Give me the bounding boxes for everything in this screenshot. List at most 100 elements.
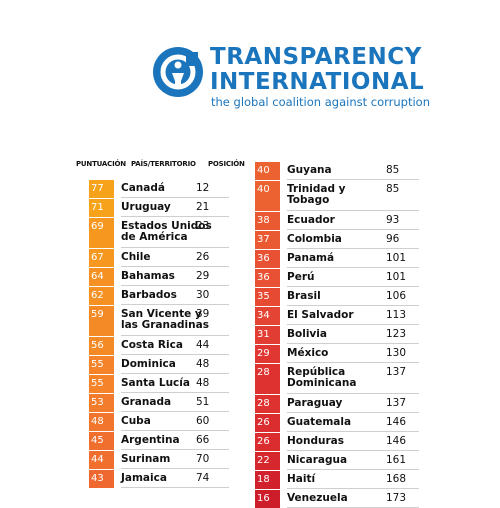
- table-row: 44 Surinam 70: [89, 451, 231, 469]
- row-divider: [121, 216, 229, 217]
- table-row: 43 Jamaica 74: [89, 470, 231, 488]
- rank-cell: 173: [386, 492, 407, 504]
- row-divider: [287, 362, 419, 363]
- rank-cell: 113: [386, 309, 407, 321]
- table-row: 31 Bolivia 123: [255, 326, 419, 344]
- country-cell: Guatemala: [287, 416, 352, 428]
- country-cell: Nicaragua: [287, 454, 348, 466]
- score-cell: 26: [255, 433, 280, 451]
- score-cell: 56: [89, 337, 114, 355]
- rank-cell: 101: [386, 271, 407, 283]
- score-cell: 26: [255, 414, 280, 432]
- rank-cell: 30: [196, 289, 210, 301]
- table-row: 16 Venezuela 173: [255, 490, 419, 508]
- rank-cell: 23: [196, 220, 210, 232]
- country-cell: Perú: [287, 271, 315, 283]
- country-cell: San Vicente y las Granadinas: [121, 308, 209, 331]
- row-divider: [121, 373, 229, 374]
- score-cell: 18: [255, 471, 280, 489]
- country-cell: República Dominicana: [287, 366, 357, 389]
- rank-cell: 101: [386, 252, 407, 264]
- country-cell: Paraguay: [287, 397, 343, 409]
- country-cell: Dominica: [121, 358, 176, 370]
- rank-cell: 168: [386, 473, 407, 485]
- score-cell: 45: [89, 432, 114, 450]
- rank-cell: 48: [196, 358, 210, 370]
- rank-cell: 106: [386, 290, 407, 302]
- score-cell: 36: [255, 250, 280, 268]
- row-divider: [121, 354, 229, 355]
- rank-cell: 85: [386, 164, 400, 176]
- table-row: 55 Santa Lucía 48: [89, 375, 231, 393]
- score-cell: 55: [89, 356, 114, 374]
- column-header-country: PAÍS/TERRITORIO: [131, 160, 196, 168]
- row-divider: [121, 285, 229, 286]
- table-row: 37 Colombia 96: [255, 231, 419, 249]
- table-row: 64 Bahamas 29: [89, 268, 231, 286]
- row-divider: [121, 247, 229, 248]
- brand-name-line1: TRANSPARENCY: [210, 44, 422, 70]
- table-row: 40 Trinidad y Tobago 85: [255, 181, 419, 211]
- rank-cell: 161: [386, 454, 407, 466]
- rank-cell: 60: [196, 415, 210, 427]
- table-row: 26 Guatemala 146: [255, 414, 419, 432]
- table-row: 71 Uruguay 21: [89, 199, 231, 217]
- brand-name-line2: INTERNATIONAL: [210, 69, 425, 95]
- score-cell: 53: [89, 394, 114, 412]
- row-divider: [287, 412, 419, 413]
- rank-cell: 93: [386, 214, 400, 226]
- table-row: 34 El Salvador 113: [255, 307, 419, 325]
- score-cell: 44: [89, 451, 114, 469]
- country-cell: Uruguay: [121, 201, 171, 213]
- score-cell: 43: [89, 470, 114, 488]
- country-cell: El Salvador: [287, 309, 354, 321]
- country-cell: México: [287, 347, 329, 359]
- country-cell: Panamá: [287, 252, 335, 264]
- country-cell: Surinam: [121, 453, 171, 465]
- column-header-score: PUNTUACIÓN: [76, 160, 126, 168]
- score-cell: 31: [255, 326, 280, 344]
- transparency-international-logo-icon: [153, 47, 203, 97]
- rank-cell: 137: [386, 397, 407, 409]
- rank-cell: 12: [196, 182, 210, 194]
- score-cell: 64: [89, 268, 114, 286]
- rank-cell: 70: [196, 453, 210, 465]
- row-divider: [121, 392, 229, 393]
- score-cell: 67: [89, 249, 114, 267]
- score-cell: 22: [255, 452, 280, 470]
- score-cell: 40: [255, 162, 280, 180]
- country-cell: Granada: [121, 396, 172, 408]
- rank-cell: 29: [196, 270, 210, 282]
- row-divider: [287, 343, 419, 344]
- rank-cell: 51: [196, 396, 210, 408]
- rank-cell: 96: [386, 233, 400, 245]
- rank-cell: 74: [196, 472, 210, 484]
- rank-cell: 146: [386, 416, 407, 428]
- score-cell: 35: [255, 288, 280, 306]
- table-row: 29 México 130: [255, 345, 419, 363]
- score-cell: 55: [89, 375, 114, 393]
- score-cell: 62: [89, 287, 114, 305]
- country-cell: Argentina: [121, 434, 180, 446]
- score-cell: 38: [255, 212, 280, 230]
- table-row: 55 Dominica 48: [89, 356, 231, 374]
- table-row: 67 Chile 26: [89, 249, 231, 267]
- rank-cell: 137: [386, 366, 407, 378]
- table-row: 18 Haití 168: [255, 471, 419, 489]
- country-cell: Canadá: [121, 182, 165, 194]
- row-divider: [287, 431, 419, 432]
- row-divider: [121, 468, 229, 469]
- row-divider: [287, 210, 419, 211]
- country-cell: Estados Unidos de América: [121, 220, 212, 243]
- row-divider: [121, 197, 229, 198]
- row-divider: [287, 469, 419, 470]
- table-row: 59 San Vicente y las Granadinas 39: [89, 306, 231, 336]
- row-divider: [287, 286, 419, 287]
- score-cell: 71: [89, 199, 114, 217]
- rank-cell: 44: [196, 339, 210, 351]
- table-row: 48 Cuba 60: [89, 413, 231, 431]
- rank-cell: 39: [196, 308, 210, 320]
- table-row: 53 Granada 51: [89, 394, 231, 412]
- rank-cell: 146: [386, 435, 407, 447]
- row-divider: [121, 430, 229, 431]
